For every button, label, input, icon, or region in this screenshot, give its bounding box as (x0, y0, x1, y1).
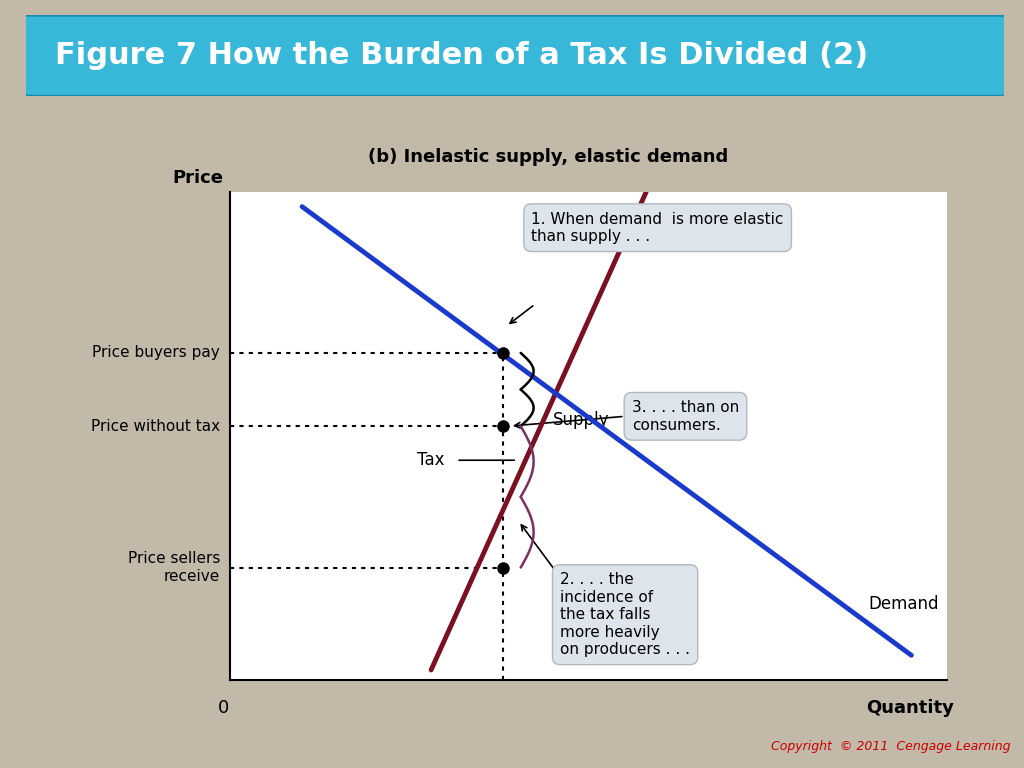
Text: Copyright  © 2011  Cengage Learning: Copyright © 2011 Cengage Learning (771, 740, 1011, 753)
Text: 3. . . . than on
consumers.: 3. . . . than on consumers. (632, 400, 739, 432)
Text: 1. When demand  is more elastic
than supply . . .: 1. When demand is more elastic than supp… (531, 211, 783, 244)
Text: Price: Price (172, 169, 223, 187)
Text: (b) Inelastic supply, elastic demand: (b) Inelastic supply, elastic demand (368, 148, 728, 167)
Text: Figure 7 How the Burden of a Tax Is Divided (2): Figure 7 How the Burden of a Tax Is Divi… (55, 41, 868, 70)
Text: Quantity: Quantity (866, 699, 954, 717)
Text: 0: 0 (218, 699, 228, 717)
Text: Price buyers pay: Price buyers pay (92, 346, 220, 360)
Text: 2. . . . the
incidence of
the tax falls
more heavily
on producers . . .: 2. . . . the incidence of the tax falls … (560, 572, 690, 657)
Text: Price without tax: Price without tax (91, 419, 220, 434)
FancyBboxPatch shape (0, 15, 1024, 97)
Text: Supply: Supply (553, 411, 609, 429)
Text: Tax: Tax (418, 452, 444, 469)
Text: Demand: Demand (868, 594, 939, 613)
Text: Price sellers
receive: Price sellers receive (128, 551, 220, 584)
